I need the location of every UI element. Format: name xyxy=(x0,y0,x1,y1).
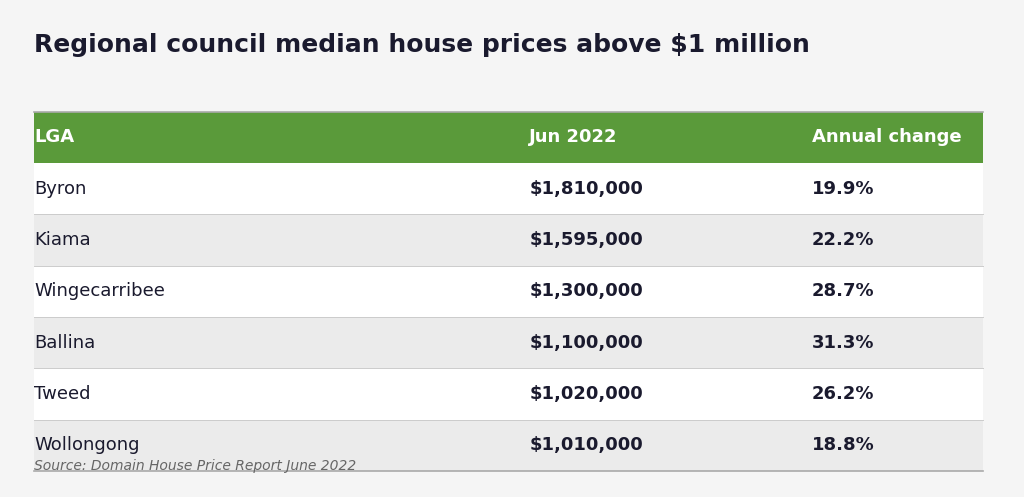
Text: 22.2%: 22.2% xyxy=(812,231,874,249)
Text: Ballina: Ballina xyxy=(35,333,95,351)
FancyBboxPatch shape xyxy=(35,163,983,214)
Text: Tweed: Tweed xyxy=(35,385,91,403)
Text: Wingecarribee: Wingecarribee xyxy=(35,282,165,300)
Text: Regional council median house prices above $1 million: Regional council median house prices abo… xyxy=(35,33,810,58)
Text: LGA: LGA xyxy=(35,128,75,146)
Text: 19.9%: 19.9% xyxy=(812,179,874,198)
Text: Wollongong: Wollongong xyxy=(35,436,140,454)
Text: 31.3%: 31.3% xyxy=(812,333,874,351)
Text: Byron: Byron xyxy=(35,179,87,198)
FancyBboxPatch shape xyxy=(35,317,983,368)
Text: 18.8%: 18.8% xyxy=(812,436,874,454)
FancyBboxPatch shape xyxy=(35,368,983,419)
Text: Jun 2022: Jun 2022 xyxy=(529,128,617,146)
Text: Source: Domain House Price Report June 2022: Source: Domain House Price Report June 2… xyxy=(35,459,356,473)
Text: $1,020,000: $1,020,000 xyxy=(529,385,643,403)
FancyBboxPatch shape xyxy=(35,112,983,163)
Text: $1,595,000: $1,595,000 xyxy=(529,231,643,249)
FancyBboxPatch shape xyxy=(35,419,983,471)
Text: $1,010,000: $1,010,000 xyxy=(529,436,643,454)
Text: 28.7%: 28.7% xyxy=(812,282,874,300)
FancyBboxPatch shape xyxy=(35,214,983,265)
Text: 26.2%: 26.2% xyxy=(812,385,874,403)
Text: $1,100,000: $1,100,000 xyxy=(529,333,643,351)
FancyBboxPatch shape xyxy=(35,265,983,317)
Text: Kiama: Kiama xyxy=(35,231,91,249)
Text: $1,810,000: $1,810,000 xyxy=(529,179,643,198)
Text: $1,300,000: $1,300,000 xyxy=(529,282,643,300)
Text: Annual change: Annual change xyxy=(812,128,962,146)
